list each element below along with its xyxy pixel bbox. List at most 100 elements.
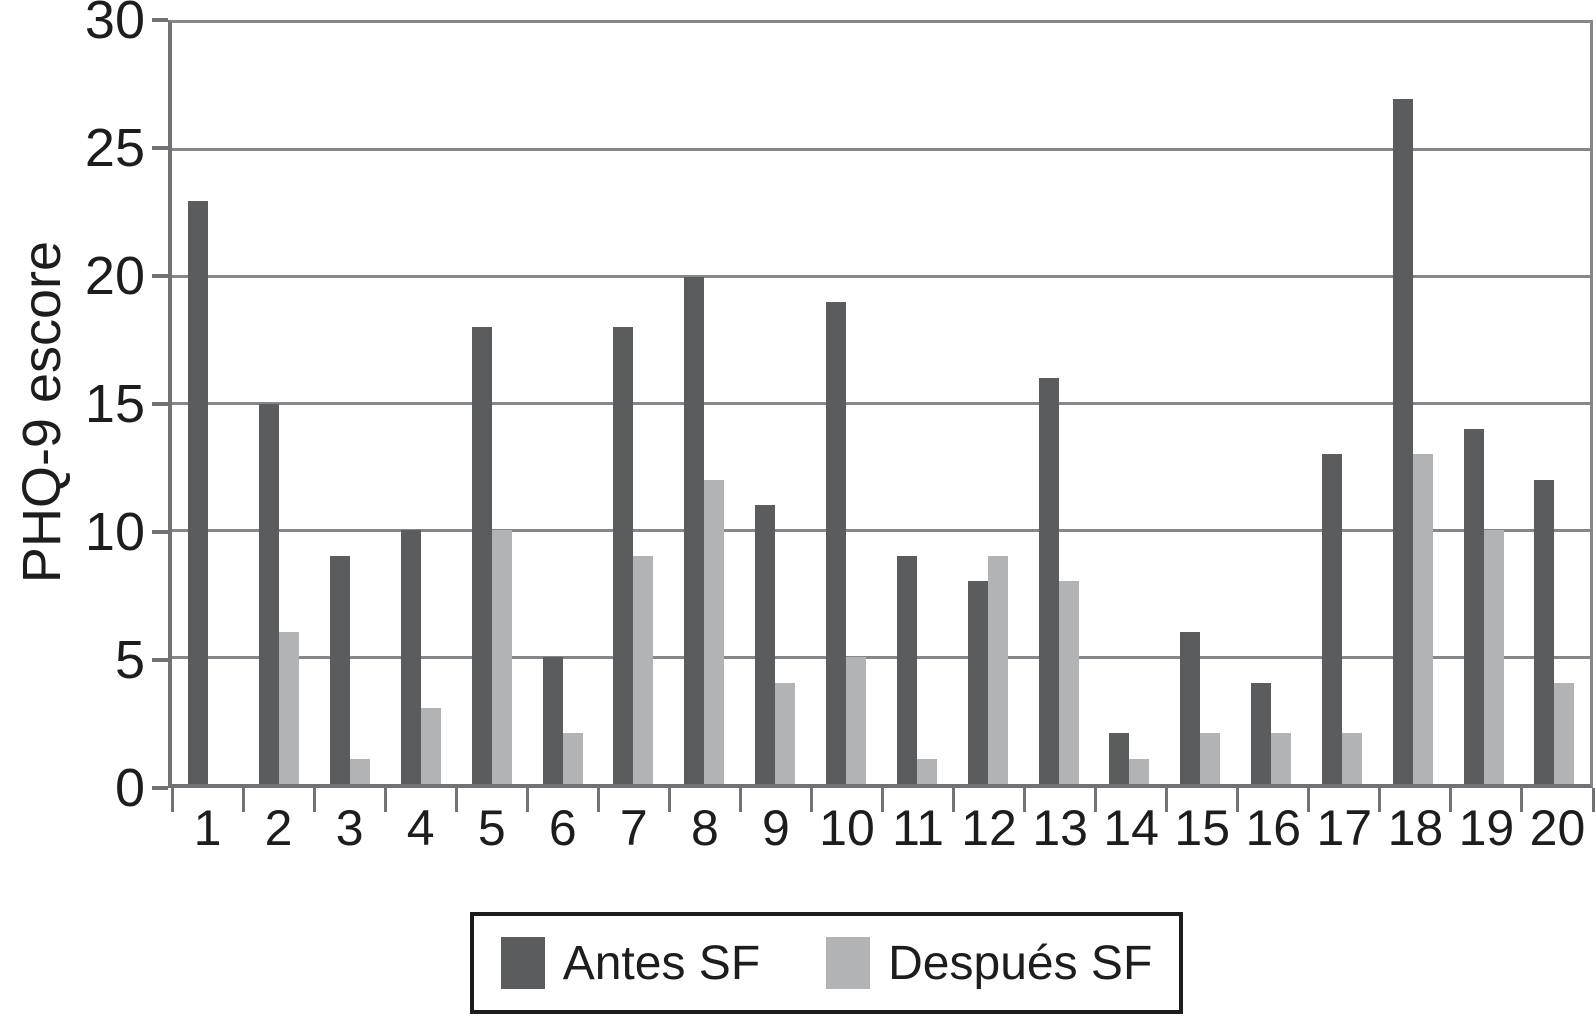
x-tick-mark-11 [952, 788, 956, 812]
x-tick-label-2: 2 [264, 800, 293, 856]
bar-group-15 [1165, 23, 1236, 784]
x-tick-label-15: 15 [1174, 800, 1231, 856]
bar-antes-5 [471, 327, 492, 784]
bar-despues-5 [491, 530, 512, 784]
y-tick-label-5: 5 [114, 630, 145, 690]
bar-group-16 [1236, 23, 1307, 784]
x-tick-label-12: 12 [961, 800, 1017, 856]
x-tick-mark-2 [312, 788, 316, 812]
bar-group-18 [1377, 23, 1448, 784]
bar-group-2 [244, 23, 315, 784]
bar-group-1 [173, 23, 244, 784]
y-tick-mark-5 [152, 658, 168, 662]
bar-groups [173, 23, 1590, 784]
bar-antes-19 [1463, 428, 1484, 784]
bar-despues-18 [1412, 454, 1433, 784]
bar-antes-20 [1534, 479, 1555, 784]
x-tick-mark-1 [241, 788, 245, 812]
bar-despues-7 [633, 555, 654, 784]
legend-item-despues: Después SF [826, 936, 1152, 991]
bar-despues-4 [420, 707, 441, 784]
bar-antes-4 [400, 530, 421, 784]
x-tick-mark-6 [596, 788, 600, 812]
x-tick-mark-13 [1094, 788, 1098, 812]
bar-group-7 [598, 23, 669, 784]
x-tick-label-20: 20 [1529, 800, 1586, 856]
bar-antes-7 [613, 327, 634, 784]
y-tick-label-0: 0 [114, 758, 145, 818]
bar-antes-18 [1392, 99, 1413, 784]
x-tick-label-4: 4 [406, 800, 435, 856]
bar-group-3 [315, 23, 386, 784]
bar-despues-16 [1271, 733, 1292, 784]
x-tick-label-14: 14 [1103, 800, 1159, 856]
bar-group-9 [740, 23, 811, 784]
bar-despues-10 [846, 657, 867, 784]
x-tick-label-19: 19 [1458, 800, 1515, 856]
x-tick-mark-20 [1591, 788, 1595, 812]
x-tick-label-17: 17 [1316, 800, 1373, 856]
legend-swatch-despues [826, 937, 871, 989]
bar-despues-14 [1129, 758, 1150, 784]
x-tick-label-7: 7 [619, 800, 648, 856]
gridline-20 [172, 275, 1590, 279]
bar-antes-17 [1321, 454, 1342, 784]
x-tick-label-16: 16 [1245, 800, 1302, 856]
bar-antes-16 [1251, 682, 1272, 784]
x-tick-label-13: 13 [1032, 800, 1088, 856]
bar-antes-10 [826, 302, 847, 784]
plot-area [168, 20, 1593, 788]
bar-antes-9 [755, 504, 776, 784]
bar-despues-12 [987, 555, 1008, 784]
bar-group-14 [1094, 23, 1165, 784]
bar-despues-2 [279, 631, 300, 784]
legend-swatch-antes [500, 937, 545, 989]
y-tick-mark-30 [152, 18, 168, 22]
y-tick-mark-10 [152, 530, 168, 534]
x-tick-label-6: 6 [548, 800, 577, 856]
y-tick-label-30: 30 [84, 0, 145, 50]
bar-antes-2 [259, 403, 280, 784]
bar-despues-9 [775, 682, 796, 784]
bar-antes-1 [188, 200, 209, 784]
bar-group-12 [952, 23, 1023, 784]
bar-group-11 [881, 23, 952, 784]
legend-item-antes: Antes SF [500, 936, 761, 991]
x-tick-label-18: 18 [1387, 800, 1444, 856]
x-tick-mark-18 [1449, 788, 1453, 812]
x-tick-mark-10 [881, 788, 884, 812]
legend: Antes SF Después SF [470, 912, 1183, 1014]
bar-group-4 [386, 23, 457, 784]
bar-group-19 [1448, 23, 1519, 784]
gridline-25 [172, 148, 1590, 152]
bar-group-5 [456, 23, 527, 784]
y-tick-mark-0 [152, 786, 168, 790]
x-tick-mark-15 [1236, 788, 1240, 812]
legend-label-antes: Antes SF [562, 936, 761, 990]
x-tick-mark-3 [383, 788, 387, 812]
y-tick-mark-20 [152, 274, 168, 278]
x-tick-mark-16 [1307, 788, 1311, 812]
bar-group-6 [527, 23, 598, 784]
bar-group-8 [669, 23, 740, 784]
bar-despues-3 [350, 758, 371, 784]
bar-antes-13 [1038, 378, 1059, 784]
bar-antes-8 [684, 276, 705, 784]
gridline-15 [172, 402, 1590, 405]
y-tick-label-15: 15 [84, 374, 145, 434]
bar-despues-17 [1341, 733, 1362, 784]
x-tick-mark-19 [1520, 788, 1524, 812]
legend-label-despues: Después SF [888, 936, 1153, 990]
bar-antes-11 [896, 555, 917, 784]
x-tick-mark-17 [1378, 788, 1382, 812]
x-tick-label-10: 10 [819, 800, 875, 856]
bar-antes-14 [1109, 733, 1130, 784]
x-tick-mark-9 [809, 788, 813, 812]
y-tick-label-20: 20 [84, 246, 145, 306]
bar-despues-11 [916, 758, 937, 784]
bar-despues-19 [1483, 530, 1504, 784]
x-tick-mark-7 [667, 788, 671, 812]
x-tick-label-1: 1 [193, 800, 222, 856]
x-tick-mark-14 [1165, 788, 1169, 812]
